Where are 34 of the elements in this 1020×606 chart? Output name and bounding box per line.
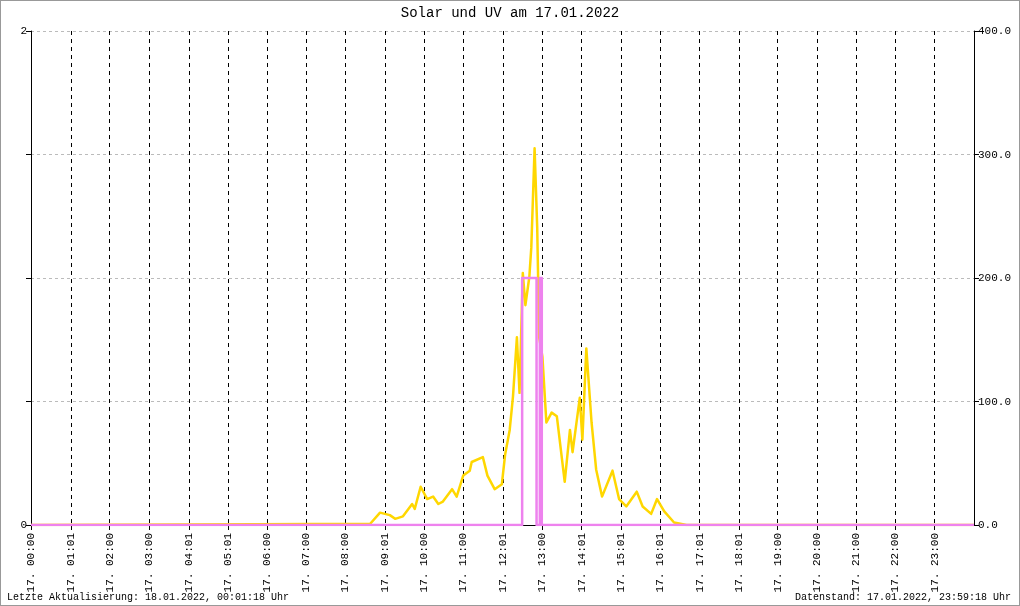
- x-tick-label: 17. 01:01: [64, 532, 77, 593]
- x-tick-label: 17. 15:01: [615, 532, 628, 593]
- x-tick-label: 17. 17:01: [693, 532, 706, 593]
- x-tick-label: 17. 07:00: [300, 533, 313, 593]
- x-tick-label: 17. 14:01: [575, 532, 588, 593]
- x-tick-label: 17. 04:01: [182, 532, 195, 593]
- x-tick-label: 17. 19:00: [771, 533, 784, 593]
- y2-tick-label: 100.0: [978, 395, 1012, 408]
- y-tick-label: 2: [20, 25, 27, 37]
- x-tick-label: 17. 08:00: [339, 533, 352, 593]
- x-tick-label: 17. 22:00: [889, 533, 902, 593]
- y2-tick-label: 200.0: [978, 272, 1012, 284]
- x-tick-label: 17. 18:01: [732, 532, 745, 593]
- x-tick-label: 17. 00:00: [25, 533, 37, 593]
- y2-tick-label: 0.0: [978, 519, 998, 531]
- x-tick-label: 17. 09:01: [379, 532, 392, 593]
- x-tick-label: 17. 06:00: [260, 533, 273, 593]
- y2-tick-label: 300.0: [978, 148, 1012, 161]
- text: Datenstand: 17.01.2022, 23:59:18 Uhr: [794, 591, 1012, 603]
- y-tick-label: 0: [20, 519, 27, 531]
- x-tick-label: 17. 16:01: [654, 532, 667, 593]
- x-tick-label: 17. 13:00: [535, 533, 548, 593]
- chart-title: Solar und UV am 17.01.2022: [400, 5, 620, 21]
- x-tick-label: 17. 11:00: [457, 533, 470, 593]
- x-tick-label: 17. 10:00: [417, 533, 430, 593]
- x-tick-label: 17. 23:00: [928, 533, 941, 593]
- x-tick-label: 17. 05:01: [222, 532, 235, 593]
- y2-tick-label: 400.0: [978, 25, 1012, 37]
- x-tick-label: 17. 03:00: [142, 533, 155, 593]
- x-tick-label: 17. 20:00: [810, 533, 823, 593]
- x-tick-label: 17. 12:01: [497, 532, 510, 593]
- x-tick-label: 17. 02:00: [103, 533, 116, 593]
- text: Letzte Aktualisierung: 18.01.2022, 00:01:18 Uhr: [7, 591, 290, 603]
- x-tick-label: 17. 21:00: [850, 533, 863, 593]
